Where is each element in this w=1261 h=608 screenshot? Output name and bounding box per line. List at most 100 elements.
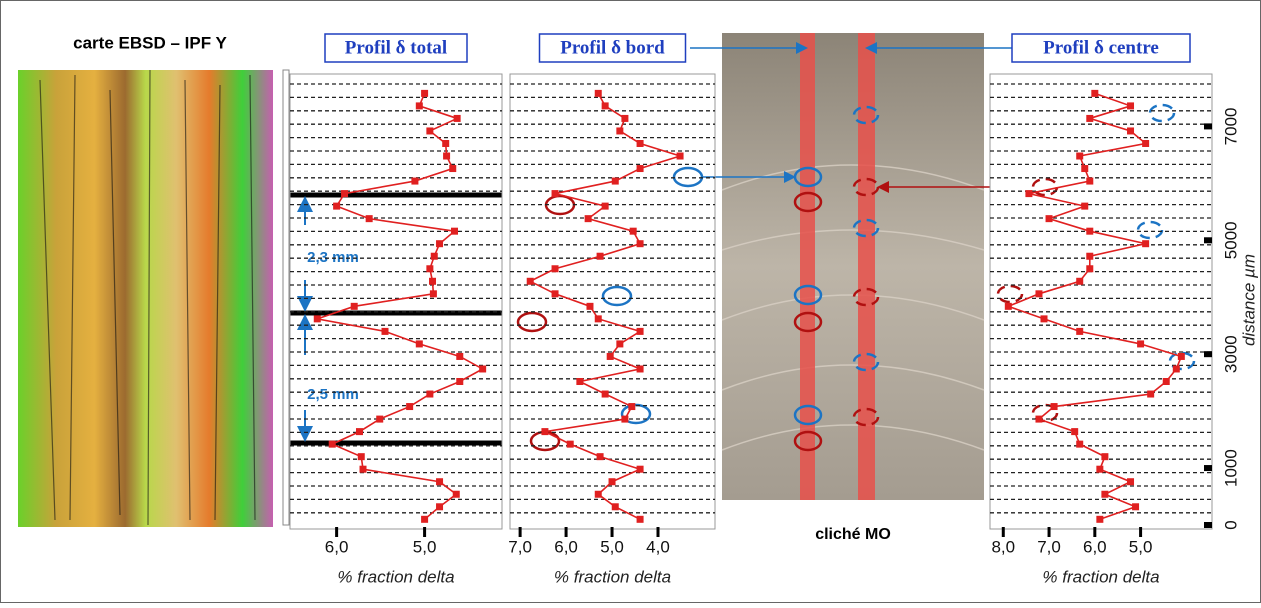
y-tick-label: 7000: [1221, 107, 1240, 145]
connectors: [690, 42, 1024, 193]
data-point: [426, 265, 434, 273]
data-point: [452, 490, 460, 498]
data-point: [1101, 453, 1109, 461]
y-tick-label: 1000: [1221, 449, 1240, 487]
data-point: [357, 453, 365, 461]
data-point: [621, 415, 629, 423]
profile-line: [1006, 92, 1183, 521]
data-point: [341, 190, 349, 198]
data-point: [436, 240, 444, 248]
data-point: [1137, 340, 1145, 348]
title-box: [1011, 33, 1191, 63]
data-point: [616, 340, 624, 348]
data-point: [1132, 503, 1140, 511]
data-point: [355, 428, 363, 436]
title-box: [324, 33, 468, 63]
data-point: [616, 127, 624, 135]
data-point: [426, 390, 434, 398]
data-point: [566, 440, 574, 448]
annotation: 2,5 mm: [307, 386, 359, 403]
data-point: [1040, 315, 1048, 323]
data-point: [608, 478, 616, 486]
data-point: [1081, 165, 1089, 173]
data-point: [1025, 190, 1033, 198]
data-point: [1127, 478, 1135, 486]
data-point: [453, 114, 461, 122]
data-point: [1162, 378, 1170, 386]
data-point: [1086, 177, 1094, 185]
data-point: [611, 503, 619, 511]
data-point: [415, 340, 423, 348]
data-point: [636, 465, 644, 473]
data-point: [1147, 390, 1155, 398]
chart-title: Profil δ bord: [560, 37, 665, 58]
data-point: [596, 252, 604, 260]
data-point: [421, 515, 429, 523]
data-point: [1086, 252, 1094, 260]
data-point: [1086, 227, 1094, 235]
data-point: [436, 503, 444, 511]
data-point: [449, 165, 457, 173]
x-tick-label: 5,0: [413, 537, 437, 556]
data-point: [526, 277, 534, 285]
data-point: [421, 89, 429, 97]
data-point: [628, 403, 636, 411]
data-point: [1127, 102, 1135, 110]
x-tick-label: 6,0: [1083, 537, 1107, 556]
y-tick-label: 5000: [1221, 221, 1240, 259]
title-box: [538, 33, 687, 63]
ebsd-title: carte EBSD – IPF Y: [73, 33, 227, 52]
data-point: [594, 490, 602, 498]
y-tick-label: 3000: [1221, 335, 1240, 373]
chart-title: Profil δ total: [345, 37, 447, 58]
y-tick: [1204, 237, 1212, 244]
data-point: [328, 440, 336, 448]
data-point: [1172, 365, 1180, 373]
x-axis-label: % fraction delta: [1042, 567, 1159, 586]
y-tick: [1204, 465, 1212, 472]
data-point: [676, 152, 684, 160]
data-point: [1076, 327, 1084, 335]
data-point: [430, 252, 438, 260]
data-point: [1101, 490, 1109, 498]
y-axis-label: distance µm: [1239, 254, 1258, 346]
data-point: [601, 202, 609, 210]
micrograph-label: cliché MO: [815, 526, 891, 543]
data-point: [629, 227, 637, 235]
data-point: [596, 453, 604, 461]
boundary-lines: [290, 192, 502, 446]
data-point: [436, 478, 444, 486]
data-point: [601, 390, 609, 398]
x-tick-label: 7,0: [1037, 537, 1061, 556]
data-point: [479, 365, 487, 373]
data-point: [636, 165, 644, 173]
data-point: [551, 190, 559, 198]
data-point: [415, 102, 423, 110]
data-point: [1045, 215, 1053, 223]
data-point: [1091, 89, 1099, 97]
data-point: [442, 139, 450, 147]
x-tick-label: 7,0: [508, 537, 532, 556]
data-point: [1142, 240, 1150, 248]
edge-band: [800, 33, 815, 500]
data-point: [636, 327, 644, 335]
ebsd-boundaries: [39, 69, 256, 526]
data-point: [611, 177, 619, 185]
x-tick-label: 6,0: [325, 537, 349, 556]
x-tick-label: 4,0: [646, 537, 670, 556]
y-tick: [1204, 351, 1212, 358]
data-point: [1035, 415, 1043, 423]
y-tick-label: 0: [1221, 520, 1240, 529]
data-point: [576, 378, 584, 386]
data-point: [443, 152, 451, 160]
x-tick-label: 5,0: [1129, 537, 1153, 556]
data-point: [333, 202, 341, 210]
x-tick-label: 8,0: [991, 537, 1015, 556]
data-point: [601, 102, 609, 110]
data-point: [636, 365, 644, 373]
data-point: [429, 277, 437, 285]
data-point: [636, 139, 644, 147]
y-tick: [1204, 522, 1212, 528]
data-point: [1076, 152, 1084, 160]
